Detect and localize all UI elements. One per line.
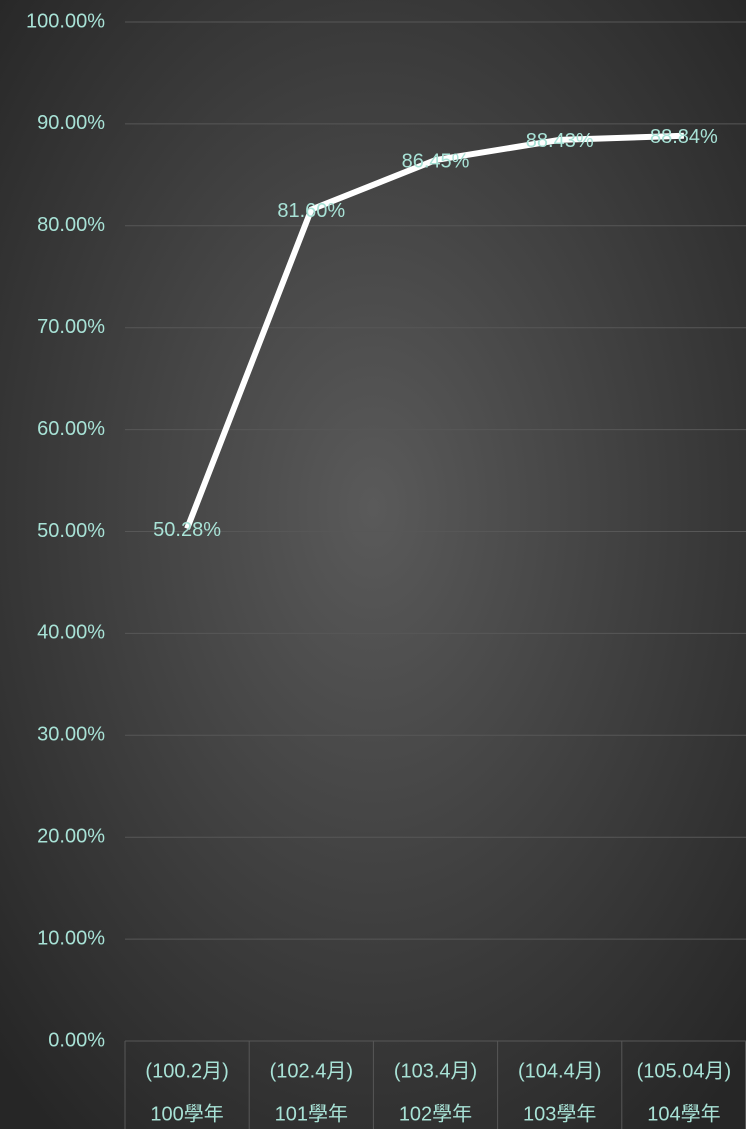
y-tick-label: 50.00% (37, 520, 105, 542)
x-tick-label: (102.4月) (270, 1060, 353, 1082)
line (184, 132, 685, 530)
data-label: 88.43% (526, 130, 594, 152)
y-tick-label: 90.00% (37, 112, 105, 134)
x-tick-label: 100學年 (150, 1102, 223, 1125)
x-tick-label: 104學年 (647, 1102, 720, 1125)
data-label: 86.45% (402, 150, 470, 172)
y-tick-label: 60.00% (37, 418, 105, 440)
x-tick-label: (105.04月) (637, 1060, 732, 1082)
y-tick-label: 100.00% (26, 10, 105, 32)
y-tick-label: 0.00% (48, 1029, 105, 1051)
y-tick-label: 80.00% (37, 214, 105, 236)
y-tick-label: 20.00% (37, 825, 105, 847)
y-tick-label: 70.00% (37, 316, 105, 338)
data-label: 88.84% (650, 126, 718, 148)
x-tick-label: 103學年 (523, 1102, 596, 1125)
x-tick-label: (100.2月) (145, 1060, 228, 1082)
y-tick-label: 10.00% (37, 927, 105, 949)
y-tick-label: 30.00% (37, 724, 105, 746)
data-label: 50.28% (153, 519, 221, 541)
x-tick-label: 102學年 (399, 1102, 472, 1125)
y-tick-label: 40.00% (37, 622, 105, 644)
x-tick-label: 101學年 (275, 1102, 348, 1125)
x-tick-label: (103.4月) (394, 1060, 477, 1082)
x-tick-label: (104.4月) (518, 1060, 601, 1082)
data-label: 81.60% (277, 200, 345, 222)
